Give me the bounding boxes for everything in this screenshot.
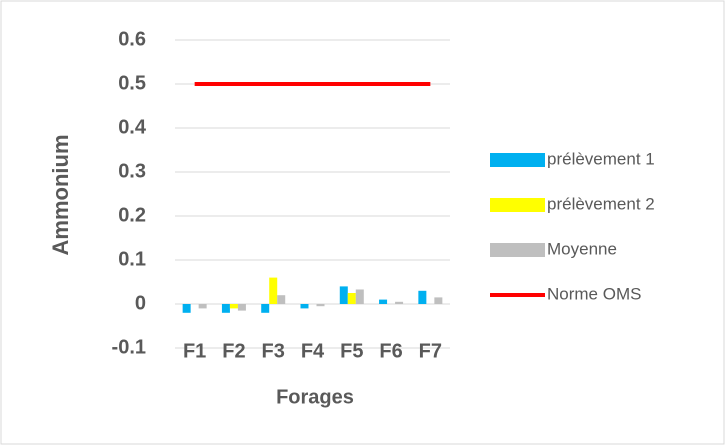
bar	[355, 289, 364, 304]
x-tick-label: F5	[340, 340, 363, 362]
bar	[277, 295, 286, 304]
bar	[418, 290, 427, 304]
bar	[237, 304, 246, 311]
y-tick-label: 0	[135, 292, 146, 314]
y-tick-label: 0.1	[118, 248, 146, 270]
bar	[379, 299, 388, 304]
legend-label: Norme OMS	[547, 284, 641, 303]
x-tick-label: F7	[419, 340, 442, 362]
y-tick-label: 0.6	[118, 28, 146, 50]
bar	[229, 304, 238, 309]
x-tick-label: F3	[262, 340, 285, 362]
x-tick-label: F6	[379, 340, 402, 362]
y-tick-label: 0.2	[118, 204, 146, 226]
legend-label: prélèvement 1	[547, 149, 655, 168]
bar	[434, 297, 443, 304]
legend-marker	[490, 153, 545, 167]
x-tick-label: F2	[222, 340, 245, 362]
y-axis-title: Ammonium	[48, 135, 73, 256]
bar	[221, 304, 230, 313]
bar	[339, 286, 348, 304]
y-tick-label: 0.3	[118, 160, 146, 182]
bar	[269, 277, 278, 304]
bar	[198, 304, 207, 309]
y-tick-label: 0.5	[118, 72, 146, 94]
bar	[300, 304, 309, 309]
legend-marker	[490, 198, 545, 212]
bar	[182, 304, 191, 313]
legend-label: Moyenne	[547, 239, 617, 258]
bar	[261, 304, 270, 313]
bar	[395, 301, 404, 304]
x-tick-label: F4	[301, 340, 325, 362]
legend-marker	[490, 243, 545, 257]
x-tick-label: F1	[183, 340, 206, 362]
legend-label: prélèvement 2	[547, 194, 655, 213]
bar	[347, 293, 356, 304]
x-axis-title: Forages	[276, 386, 354, 408]
y-tick-label: 0.4	[118, 116, 147, 138]
bar	[316, 304, 325, 307]
y-tick-label: -0.1	[112, 336, 146, 358]
